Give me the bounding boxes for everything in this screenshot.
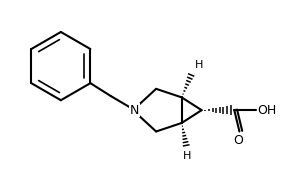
Text: OH: OH (257, 104, 276, 117)
Text: H: H (183, 151, 191, 161)
Text: H: H (195, 60, 204, 70)
Text: N: N (130, 104, 139, 117)
Text: O: O (233, 134, 243, 147)
